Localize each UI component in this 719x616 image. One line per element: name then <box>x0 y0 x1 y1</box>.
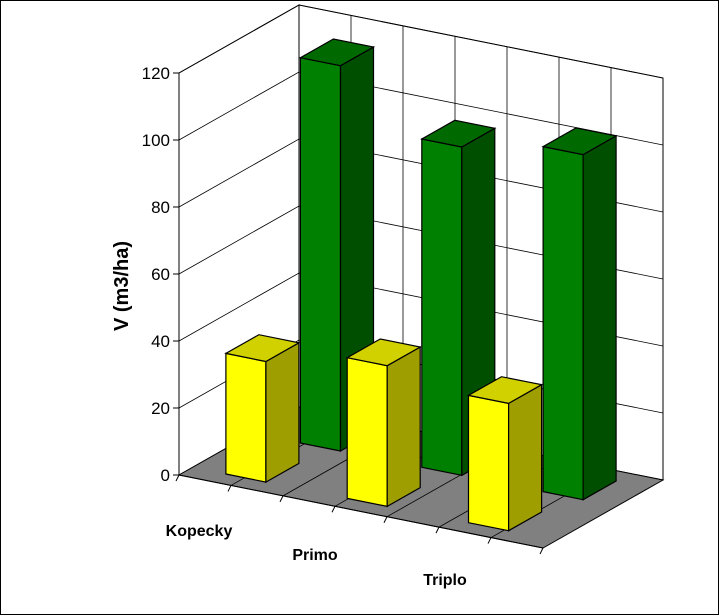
gridline <box>178 138 664 213</box>
category-label: Kopecky <box>166 523 233 540</box>
x-tick-mark <box>539 547 544 555</box>
bar-front-face <box>346 356 388 508</box>
category-labels: Kopecky Primo Triplo <box>166 523 467 589</box>
bar-front-face <box>225 352 267 483</box>
y-tick-label: 120 <box>142 64 170 83</box>
bar-top-face <box>298 38 376 67</box>
bar-side-face <box>265 341 300 484</box>
y-tick-label: 20 <box>151 399 170 418</box>
y-tick-label: 0 <box>161 466 170 485</box>
gridline <box>178 71 664 146</box>
y-tick-label: 100 <box>142 131 170 150</box>
bar-front-face <box>421 138 463 477</box>
bar-side-face <box>386 345 421 508</box>
axes <box>173 72 544 555</box>
gridline <box>178 4 664 79</box>
bar-top-face <box>345 338 422 367</box>
bar-side-face <box>508 383 543 532</box>
bar-front-face <box>467 394 510 532</box>
bars <box>224 38 618 532</box>
bar <box>541 127 618 501</box>
bar-top-face <box>541 127 618 156</box>
bar <box>345 338 422 508</box>
bar <box>466 376 544 532</box>
category-label: Primo <box>292 547 338 564</box>
bar-front-face <box>542 145 584 501</box>
bar-front-face <box>299 56 342 452</box>
gridline <box>178 272 664 347</box>
x-tick-mark <box>487 537 492 544</box>
x-tick-mark <box>279 495 284 503</box>
x-tick-mark <box>383 516 388 523</box>
x-tick-mark <box>227 485 232 492</box>
bar-side-face <box>582 134 617 501</box>
gridline <box>178 205 664 280</box>
bar <box>224 334 301 484</box>
category-label: Triplo <box>423 572 467 589</box>
x-axis-line <box>178 474 544 549</box>
bar-top-face <box>466 376 544 405</box>
y-tick-label: 80 <box>151 198 170 217</box>
y-tick-label: 60 <box>151 265 170 284</box>
x-tick-mark <box>435 526 440 534</box>
x-tick-mark <box>331 506 336 513</box>
y-tick-labels: 0 20 40 60 80 100 120 <box>142 64 170 485</box>
bar-top-face <box>420 119 497 148</box>
y-tick-label: 40 <box>151 332 170 351</box>
x-tick-mark <box>175 474 180 482</box>
y-axis-title: V (m3/ha) <box>111 241 133 331</box>
bar-top-face <box>224 334 301 363</box>
